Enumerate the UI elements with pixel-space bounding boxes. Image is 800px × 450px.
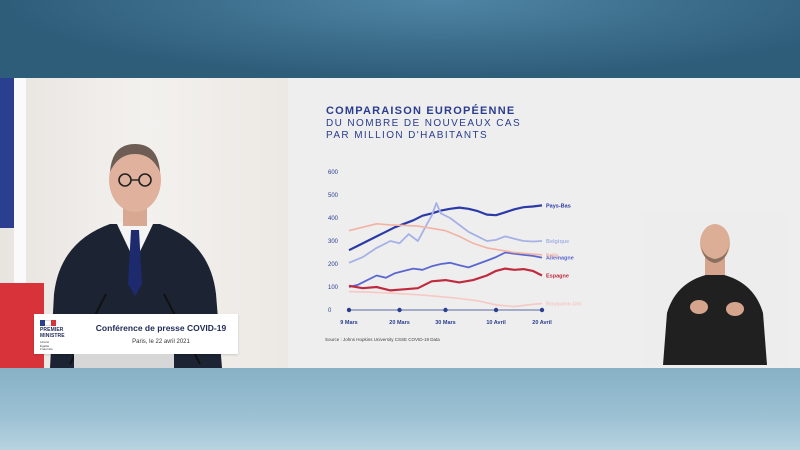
series-line-espagne <box>348 267 543 292</box>
chart-subtitle-2: PAR MILLION D'HABITANTS <box>326 130 489 141</box>
chart-subtitle-1: DU NOMBRE DE NOUVEAUX CAS <box>326 118 522 129</box>
flag-blue-stripe <box>0 78 14 228</box>
x-tick-label: 20 Mars <box>389 320 410 326</box>
conference-title: Conférence de presse COVID-19 <box>95 323 227 333</box>
series-line-belgique <box>348 202 543 264</box>
lectern-sign: PREMIER MINISTRE Liberté Égalité Fratern… <box>34 314 238 354</box>
logo-text: PREMIER MINISTRE <box>40 327 65 339</box>
logo-flag-icon <box>40 320 56 326</box>
line-chart: 0 100 200 300 400 500 600 9 Mars 20 Mars 30 Mars 1… <box>328 170 582 326</box>
lectern-stand <box>74 354 174 368</box>
y-tick-label: 100 <box>328 285 339 291</box>
conference-subtitle: Paris, le 22 avril 2021 <box>132 339 190 345</box>
series-label-allemagne: Allemagne <box>546 256 574 262</box>
x-tick-label: 10 Avril <box>486 320 506 326</box>
x-tick-marker <box>346 307 352 313</box>
chart-title-block: COMPARAISON EUROPÉENNE DU NOMBRE DE NOUV… <box>326 105 521 141</box>
series-label-espagne: Espagne <box>546 274 569 280</box>
y-tick-label: 400 <box>328 216 339 222</box>
chart-source: Source : Johns Hopkins University CSSE C… <box>325 337 440 342</box>
series-label-italie: Italie <box>546 253 559 259</box>
y-tick-label: 300 <box>328 239 339 245</box>
x-tick-label: 30 Mars <box>435 320 456 326</box>
x-tick-marker <box>397 307 402 313</box>
y-tick-label: 600 <box>328 170 339 176</box>
background-bottom <box>0 368 800 450</box>
background-top <box>0 0 800 78</box>
series-line-allemagne <box>348 251 543 288</box>
x-tick-marker <box>493 307 499 313</box>
series-line-italie <box>348 223 543 256</box>
series-label-pays-bas: Pays-Bas <box>546 203 571 209</box>
x-tick-label: 9 Mars <box>340 320 357 326</box>
x-tick-marker <box>539 307 545 313</box>
x-tick-marker <box>443 307 448 313</box>
premier-ministre-logo: PREMIER MINISTRE Liberté Égalité Fratern… <box>40 320 68 352</box>
chart-title: COMPARAISON EUROPÉENNE <box>326 105 516 117</box>
interpreter-figure <box>663 224 767 365</box>
x-tick-label: 20 Avril <box>532 320 552 326</box>
series-label-royaume-uni: Royaume-Uni <box>546 302 582 308</box>
y-tick-label: 0 <box>328 308 332 314</box>
speaker-video: PREMIER MINISTRE Liberté Égalité Fratern… <box>0 78 288 368</box>
series-label-belgique: Belgique <box>546 239 569 245</box>
series-line-royaume-uni <box>348 290 543 308</box>
y-tick-label: 500 <box>328 193 339 199</box>
y-tick-label: 200 <box>328 262 339 268</box>
sign-language-interpreter <box>643 213 788 365</box>
series-line-pays-bas <box>348 204 543 252</box>
logo-motto: Liberté Égalité Fraternité <box>40 340 53 351</box>
